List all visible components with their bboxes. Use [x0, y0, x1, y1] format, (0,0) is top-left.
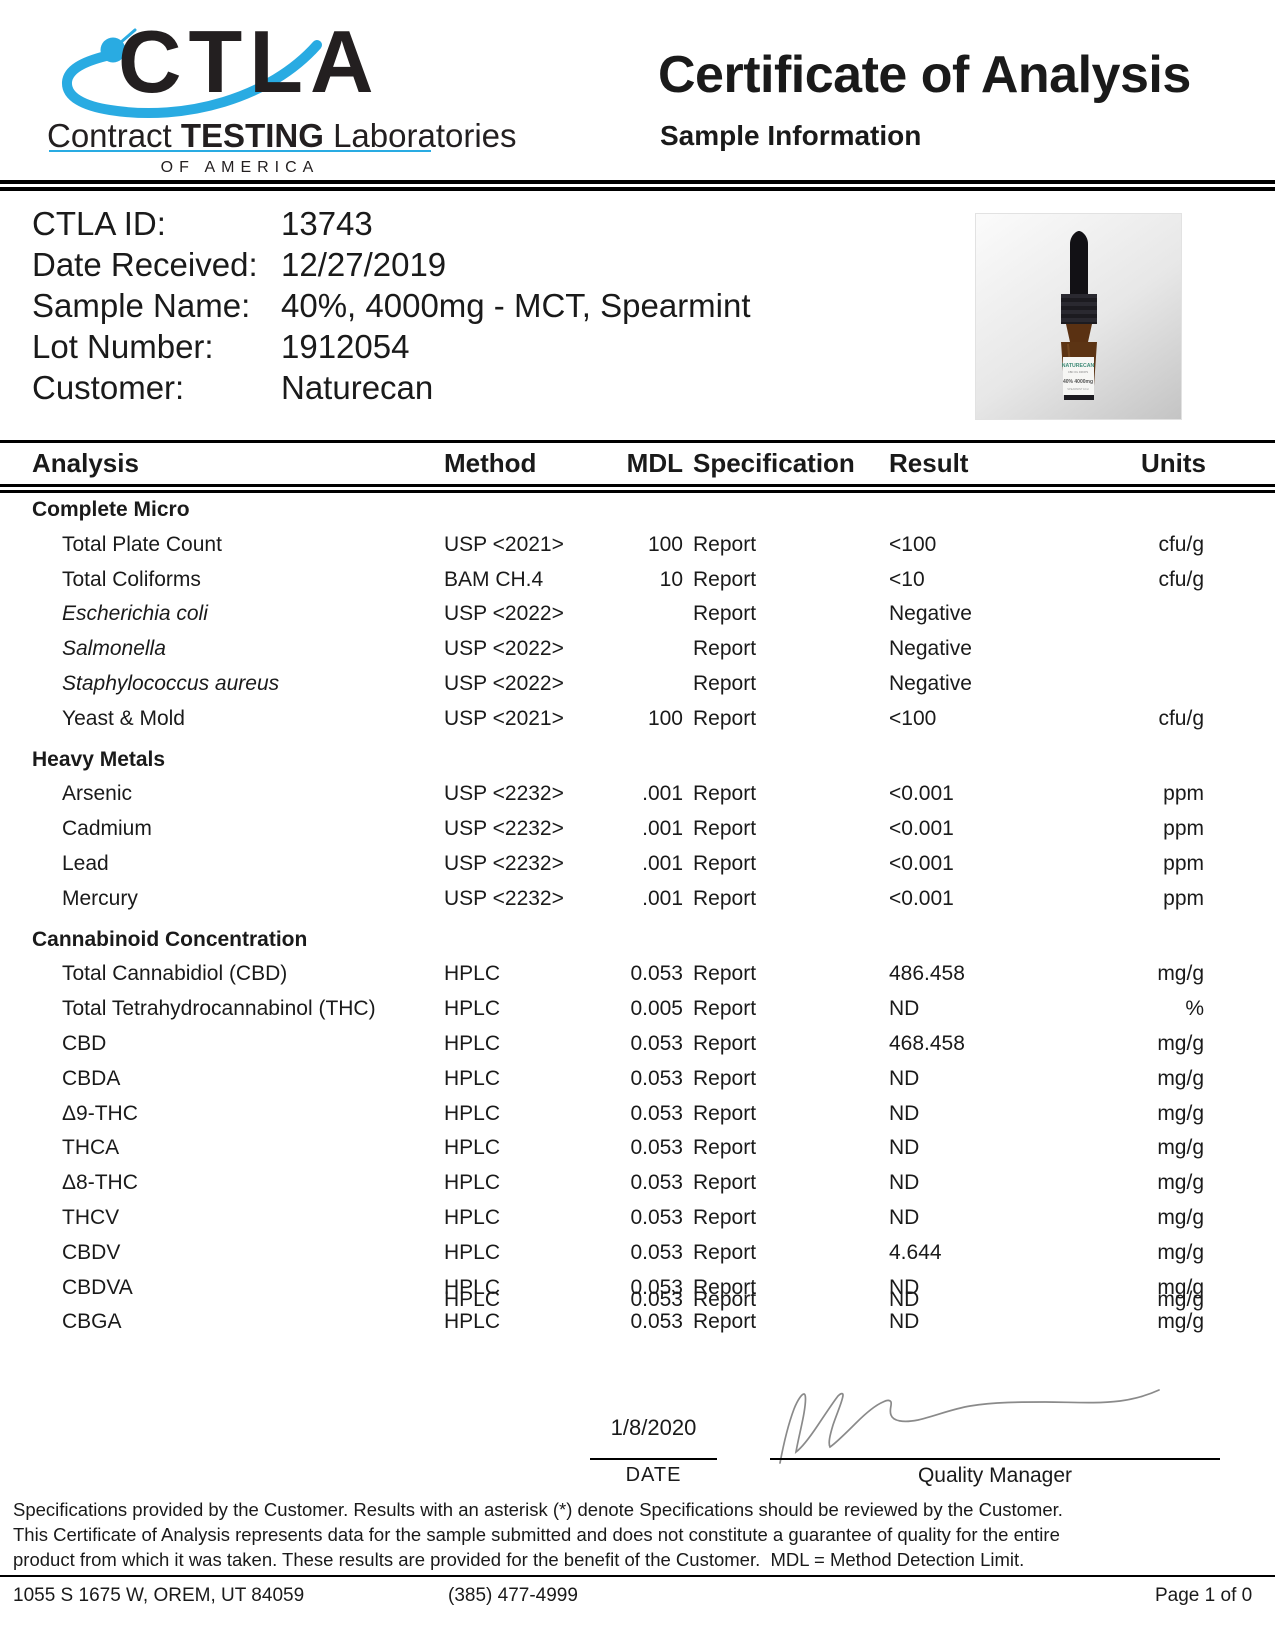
svg-text:SPEARMINT 10ml: SPEARMINT 10ml [1067, 387, 1089, 391]
svg-text:40% 4000mg: 40% 4000mg [1063, 379, 1093, 385]
svg-text:CBD OIL DROPS: CBD OIL DROPS [1068, 370, 1088, 374]
svg-text:NATURECAN: NATURECAN [1062, 363, 1095, 369]
